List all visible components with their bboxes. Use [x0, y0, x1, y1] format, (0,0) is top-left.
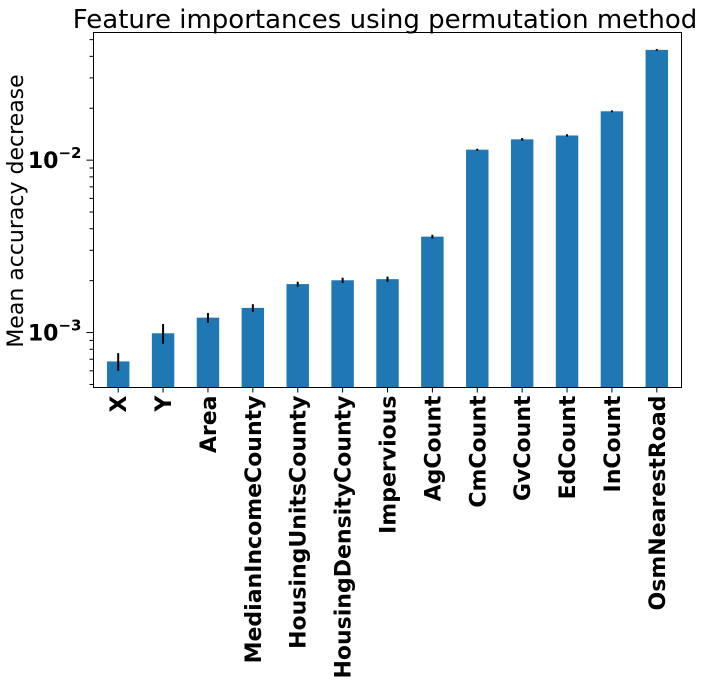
chart-title: Feature importances using permutation me…: [73, 5, 698, 35]
bar-x: [106, 361, 130, 388]
x-ticks: X Y Area MedianIncomeCounty HousingUnitsCoun…: [107, 387, 671, 679]
y-tick-exponent: −3: [58, 317, 81, 335]
x-tick-label-incount: InCount: [601, 395, 626, 492]
x-tick-label-cmcount: CmCount: [466, 395, 491, 508]
x-tick-label-area: Area: [197, 396, 222, 454]
x-tick-label-medianincomecounty: MedianIncomeCounty: [242, 396, 267, 664]
plot-frame: [93, 32, 682, 388]
y-minor-ticks: [86, 39, 94, 385]
bar-edcount: [555, 135, 579, 388]
x-tick-label-edcount: EdCount: [556, 395, 581, 499]
bar-incount: [600, 111, 624, 388]
bar-housingdensitycounty: [331, 280, 354, 388]
x-tick-label-x: X: [107, 395, 132, 412]
bar-y: [151, 333, 175, 388]
y-axis-label: Mean accuracy decrease: [4, 74, 29, 347]
bar-impervious: [376, 279, 399, 388]
error-bars-group: [117, 49, 658, 371]
bar-area: [196, 317, 220, 388]
y-tick-exponent: −2: [58, 144, 81, 162]
x-tick-label-osmnearestroad: OsmNearestRoad: [646, 396, 671, 611]
bar-cmcount: [466, 149, 489, 388]
bars-group: [106, 49, 669, 388]
bar-medianincomecounty: [241, 307, 265, 388]
y-tick-base: 10: [28, 149, 59, 174]
bar-osmnearestroad: [645, 49, 669, 388]
x-tick-label-gvcount: GvCount: [511, 395, 536, 501]
y-tick-label: 10−2: [28, 144, 82, 174]
bar-gvcount: [510, 139, 534, 388]
y-tick-label: 10−3: [28, 317, 82, 347]
y-tick-base: 10: [28, 322, 59, 347]
x-tick-label-housingunitscounty: HousingUnitsCounty: [287, 396, 312, 649]
y-major-ticks: 10−310−2: [28, 144, 82, 346]
x-tick-label-housingdensitycounty: HousingDensityCounty: [332, 396, 357, 679]
x-tick-label-agcount: AgCount: [421, 395, 446, 501]
x-tick-label-impervious: Impervious: [377, 396, 402, 534]
bar-housingunitscounty: [286, 284, 309, 388]
bar-agcount: [421, 236, 444, 388]
x-tick-label-y: Y: [152, 394, 177, 412]
